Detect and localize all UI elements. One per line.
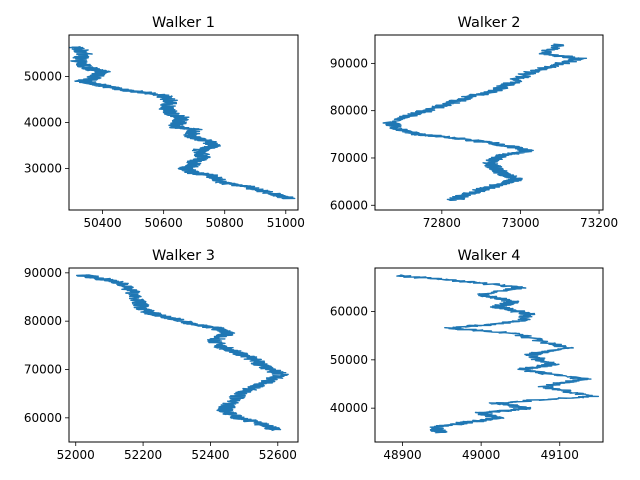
y-tick-label: 60000 [24, 411, 62, 425]
x-tick-label: 52600 [259, 448, 297, 462]
x-tick-label: 50400 [83, 216, 121, 230]
y-tick-label: 50000 [330, 353, 368, 367]
x-tick-label: 48900 [383, 448, 421, 462]
x-tick-label: 72800 [423, 216, 461, 230]
x-tick-label: 49100 [541, 448, 579, 462]
chart-title: Walker 4 [458, 248, 521, 264]
axes-frame [374, 34, 604, 211]
y-tick-label: 90000 [24, 266, 62, 280]
axes-frame [68, 34, 299, 211]
y-tick-label: 60000 [330, 305, 368, 319]
y-tick-label: 90000 [330, 56, 368, 70]
x-tick-label: 50800 [206, 216, 244, 230]
y-tick-label: 40000 [24, 116, 62, 130]
chart-title: Walker 1 [152, 15, 215, 31]
series-line [76, 274, 289, 432]
x-tick-label: 73200 [580, 216, 618, 230]
y-tick-label: 50000 [24, 69, 62, 83]
y-tick-label: 70000 [330, 151, 368, 165]
x-tick-label: 52000 [57, 448, 95, 462]
y-tick-label: 40000 [330, 401, 368, 415]
axes-frame [68, 267, 299, 443]
plot-area: 48900 49000 49100 40000 50000 60000 [330, 274, 600, 462]
series-line [396, 274, 600, 434]
y-tick-label: 30000 [24, 162, 62, 176]
subplot-walker-2: Walker 2 72800 73000 73200 60000 70000 80000 9… [330, 15, 618, 230]
y-tick-label: 60000 [330, 198, 368, 212]
y-tick-label: 80000 [330, 104, 368, 118]
x-tick-label: 51000 [267, 216, 305, 230]
plot-area: 72800 73000 73200 60000 70000 80000 90000 [330, 43, 618, 230]
series-line [382, 43, 588, 201]
subplot-walker-1: Walker 1 50400 50600 50800 5100030000400005… [24, 15, 305, 230]
x-tick-label: 73000 [501, 216, 539, 230]
x-tick-label: 52400 [191, 448, 229, 462]
y-tick-label: 70000 [24, 363, 62, 377]
series-line [68, 46, 296, 200]
y-tick-label: 80000 [24, 314, 62, 328]
subplot-walker-3: Walker 3 52000 52200 52400 52600 60000 70000 8… [24, 248, 299, 462]
axes-frame [374, 267, 604, 443]
chart-title: Walker 2 [458, 15, 521, 31]
x-tick-label: 52200 [124, 448, 162, 462]
plot-area: 52000 52200 52400 52600 60000 70000 80000 90000 [24, 266, 297, 462]
x-tick-label: 50600 [145, 216, 183, 230]
x-tick-label: 49000 [462, 448, 500, 462]
plot-area: 50400 50600 50800 51000 30000 40000 50000 [24, 46, 305, 230]
chart-title: Walker 3 [152, 248, 215, 264]
subplot-walker-4: Walker 4 48900 49000 49100 40000 50000 60000 [330, 248, 604, 462]
